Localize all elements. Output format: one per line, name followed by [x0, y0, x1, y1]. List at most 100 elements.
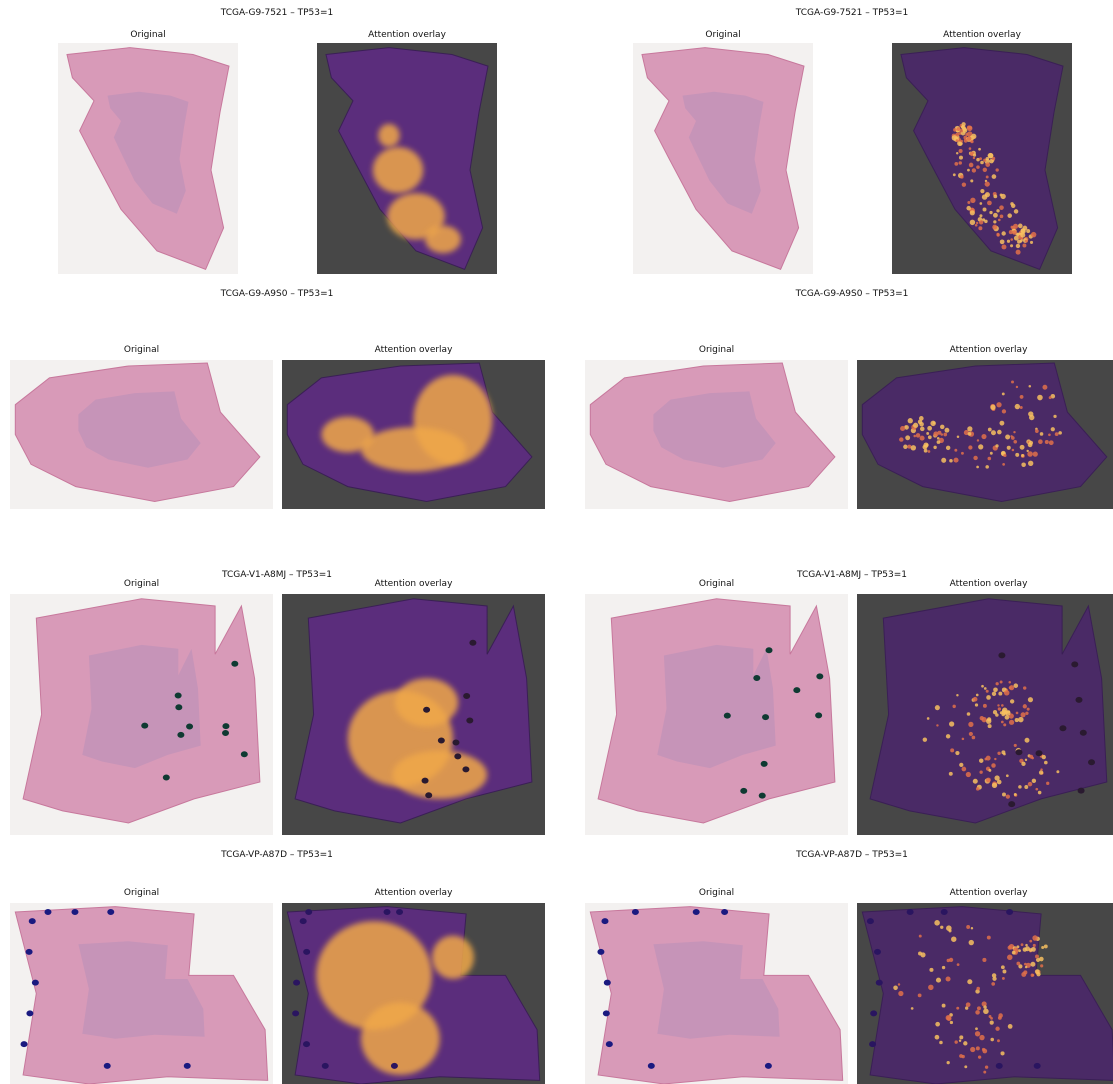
ink-mark	[907, 909, 914, 915]
attention-speck	[1025, 240, 1028, 243]
ink-mark	[603, 1010, 610, 1016]
figure-panel: TCGA-VP-A87D – TP53=1OriginalAttention o…	[585, 850, 1113, 1084]
ink-mark	[870, 1010, 877, 1016]
attention-speck	[1029, 385, 1032, 388]
attention-speck	[898, 983, 900, 985]
ink-mark	[753, 675, 760, 681]
ink-mark	[1075, 697, 1082, 703]
attention-speck	[1037, 395, 1043, 401]
attention-speck	[1044, 761, 1048, 765]
attention-speck	[973, 697, 978, 702]
attention-speck	[1033, 452, 1038, 457]
attention-speck	[979, 758, 983, 762]
attention-speck	[928, 435, 932, 439]
attention-speck	[1016, 962, 1020, 966]
attention-speck	[941, 458, 946, 463]
attention-speck	[930, 421, 935, 426]
attention-speck	[1033, 944, 1036, 947]
attention-speck	[1020, 240, 1022, 242]
attention-speck	[985, 1065, 988, 1068]
attention-speck	[975, 1027, 978, 1030]
attention-speck	[1021, 454, 1024, 457]
ink-mark	[604, 980, 611, 986]
subplot-title: Original	[699, 579, 734, 589]
attention-speck	[1010, 435, 1012, 437]
attention-speck	[1032, 779, 1036, 783]
attention-speck	[947, 1061, 950, 1064]
attention-speck	[998, 1013, 1002, 1017]
attention-speck	[1027, 451, 1033, 457]
attention-speck	[1006, 774, 1009, 777]
attention-speck	[991, 430, 996, 435]
attention-speck	[1001, 704, 1004, 707]
ink-mark	[693, 909, 700, 915]
ink-mark	[996, 1063, 1003, 1069]
attention-speck	[998, 692, 1002, 696]
attention-speck	[967, 126, 973, 132]
attention-speck	[1016, 386, 1018, 388]
attention-speck	[973, 456, 977, 460]
attention-speck	[923, 737, 927, 741]
attention-speck	[1023, 686, 1026, 689]
attention-speck	[956, 139, 959, 142]
ink-mark	[1036, 750, 1043, 756]
attention-speck	[992, 225, 997, 230]
attention-speck	[1000, 214, 1004, 218]
attention-speck	[969, 163, 974, 168]
attention-speck	[993, 213, 998, 218]
attention-speck	[1018, 717, 1023, 722]
attention-speck	[908, 418, 913, 423]
attention-speck	[939, 1041, 943, 1045]
attention-speck	[1028, 697, 1033, 702]
attention-speck	[949, 958, 953, 962]
attention-speck	[970, 210, 975, 215]
attention-speck	[918, 952, 922, 956]
attention-speck	[970, 1047, 975, 1052]
attention-speck	[1018, 224, 1023, 229]
attention-speck	[1002, 977, 1005, 980]
attention-speck	[976, 466, 979, 469]
attention-speck	[1020, 228, 1025, 233]
attention-speck	[1015, 453, 1019, 457]
attention-speck	[1048, 433, 1051, 436]
attention-speck	[1005, 435, 1010, 440]
panel-title: TCGA-G9-A9S0 – TP53=1	[220, 289, 334, 299]
attention-speck	[945, 428, 950, 433]
attention-speck	[899, 437, 903, 441]
figure-grid: TCGA-G9-7521 – TP53=1OriginalAttention o…	[0, 0, 1113, 1084]
attention-speck	[967, 426, 972, 431]
attention-speck	[1030, 241, 1033, 244]
subplot-title: Attention overlay	[375, 345, 453, 355]
subplot-title: Attention overlay	[950, 888, 1028, 898]
attention-speck	[898, 991, 903, 996]
attention-speck	[964, 1065, 967, 1068]
attention-speck	[978, 226, 982, 230]
figure-panel: TCGA-G9-A9S0 – TP53=1OriginalAttention o…	[10, 289, 545, 509]
attention-speck	[993, 687, 998, 692]
ink-mark	[761, 761, 768, 767]
ink-mark	[1006, 909, 1013, 915]
attention-speck	[1014, 209, 1019, 214]
attention-speck	[966, 206, 971, 211]
attention-speck	[1003, 723, 1006, 726]
ink-mark	[1034, 1063, 1041, 1069]
attention-speck	[959, 763, 963, 767]
attention-speck	[983, 208, 987, 212]
attention-speck	[996, 168, 999, 171]
attention-speck	[995, 444, 998, 447]
attention-speck	[940, 425, 945, 430]
attention-speck	[920, 427, 925, 432]
attention-speck	[1018, 949, 1021, 952]
attention-speck	[1028, 782, 1033, 787]
attention-speck	[996, 209, 999, 212]
attention-speck	[968, 432, 972, 436]
attention-speck	[963, 1041, 967, 1045]
attention-speck	[905, 435, 910, 440]
ink-mark	[1071, 661, 1078, 667]
attention-speck	[967, 136, 971, 140]
attention-speck	[924, 449, 928, 453]
attention-hotspot	[361, 1003, 440, 1075]
figure-panel: TCGA-G9-A9S0 – TP53=1OriginalAttention o…	[585, 289, 1113, 509]
ink-mark	[292, 1010, 299, 1016]
